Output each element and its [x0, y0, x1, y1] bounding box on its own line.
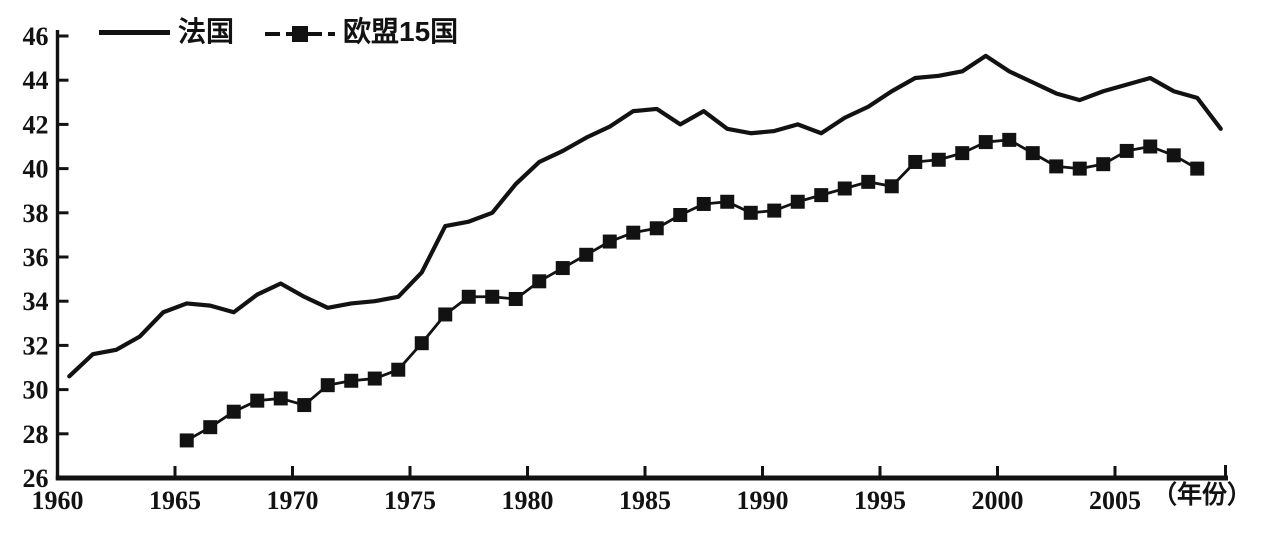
y-tick-label-44: 44	[23, 66, 49, 95]
y-tick-label-34: 34	[23, 287, 49, 316]
series-line-france	[67, 53, 1223, 379]
eu15-marker-1974	[391, 362, 406, 377]
eu15-marker-2008	[1190, 161, 1205, 176]
y-tick-label-46: 46	[23, 22, 49, 51]
legend-eu15-line-sample	[265, 26, 335, 42]
eu15-marker-1987	[696, 196, 711, 211]
eu15-marker-1970	[297, 398, 312, 413]
eu15-marker-2005	[1119, 143, 1134, 158]
x-tick-label-2005: 2005	[1089, 486, 1141, 515]
eu15-marker-1980	[532, 274, 547, 289]
x-tick-label-1985: 1985	[619, 486, 671, 515]
x-tick-label-1980: 1980	[502, 486, 554, 515]
x-axis-unit-label: （年份）	[1152, 482, 1253, 509]
eu15-marker-1995	[884, 179, 899, 194]
legend-label-france: 法国	[178, 16, 235, 47]
eu15-marker-1991	[790, 194, 805, 209]
eu15-marker-1978	[485, 289, 500, 304]
y-tick-label-32: 32	[23, 331, 49, 360]
x-tick-label-1960: 1960	[32, 486, 84, 515]
y-tick-label-42: 42	[23, 110, 49, 139]
eu15-marker-1981	[555, 261, 570, 276]
eu15-marker-1994	[861, 174, 876, 189]
eu15-marker-1979	[508, 291, 523, 306]
x-tick-label-1995: 1995	[854, 486, 906, 515]
x-tick-label-2000: 2000	[972, 486, 1024, 515]
y-tick-label-28: 28	[23, 420, 49, 449]
y-tick-label-40: 40	[23, 155, 49, 184]
eu15-marker-1971	[320, 378, 335, 393]
eu15-marker-1973	[367, 371, 382, 386]
eu15-marker-1989	[743, 205, 758, 220]
eu15-marker-1965	[179, 433, 194, 448]
eu15-marker-1977	[461, 289, 476, 304]
x-tick-label-1990: 1990	[737, 486, 789, 515]
eu15-marker-1993	[837, 181, 852, 196]
eu15-marker-1990	[767, 203, 782, 218]
chart-legend: 法国 欧盟15国	[0, 0, 1288, 60]
eu15-marker-2001	[1025, 146, 1040, 161]
eu15-marker-2003	[1072, 161, 1087, 176]
eu15-marker-2000	[1002, 132, 1017, 147]
y-tick-label-26: 26	[23, 464, 49, 493]
eu15-marker-1998	[955, 146, 970, 161]
eu15-marker-2007	[1166, 148, 1181, 163]
eu15-marker-1984	[626, 225, 641, 240]
x-tick-label-1975: 1975	[384, 486, 436, 515]
eu15-marker-1999	[978, 135, 993, 150]
x-tick-label-1965: 1965	[149, 486, 201, 515]
eu15-marker-1986	[673, 208, 688, 223]
eu15-marker-1985	[649, 221, 664, 236]
legend-france-line-sample	[99, 30, 170, 35]
eu15-marker-1976	[438, 307, 453, 322]
eu15-marker-1968	[250, 393, 265, 408]
eu15-marker-2004	[1096, 157, 1111, 172]
series-line-eu15	[185, 138, 1199, 442]
y-tick-label-36: 36	[23, 243, 49, 272]
eu15-marker-2002	[1049, 159, 1064, 174]
eu15-marker-1969	[273, 391, 288, 406]
eu15-marker-1992	[814, 188, 829, 203]
eu15-marker-1996	[908, 154, 923, 169]
y-tick-label-38: 38	[23, 199, 49, 228]
eu15-marker-1983	[602, 234, 617, 249]
y-tick-label-30: 30	[23, 376, 49, 405]
eu15-marker-1966	[203, 420, 218, 435]
eu15-marker-2006	[1143, 139, 1158, 154]
x-tick-label-1970: 1970	[267, 486, 319, 515]
eu15-marker-1972	[344, 373, 359, 388]
eu15-marker-1967	[226, 404, 241, 419]
eu15-marker-1975	[414, 336, 429, 351]
eu15-marker-1982	[579, 247, 594, 262]
eu15-marker-1997	[931, 152, 946, 167]
square-marker-icon	[292, 26, 308, 42]
legend-label-eu15: 欧盟15国	[343, 16, 459, 47]
eu15-marker-1988	[720, 194, 735, 209]
